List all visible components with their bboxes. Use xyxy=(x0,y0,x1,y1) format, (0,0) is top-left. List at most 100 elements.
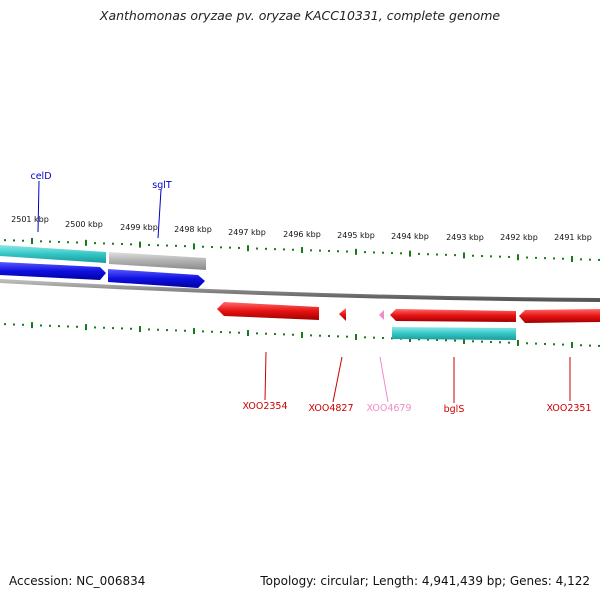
inner-minor-tick xyxy=(157,328,159,331)
bglS-cds-arrow[interactable] xyxy=(390,309,516,322)
outer-major-tick xyxy=(571,256,573,263)
XOO4679-label[interactable]: XOO4679 xyxy=(366,403,411,414)
inner-minor-tick xyxy=(292,333,294,336)
celD-cds-arrow[interactable] xyxy=(0,262,106,280)
ruler-label: 2493 kbp xyxy=(446,233,484,242)
inner-minor-tick xyxy=(121,327,123,330)
inner-minor-tick xyxy=(130,327,132,330)
inner-minor-tick xyxy=(148,328,150,331)
inner-major-tick xyxy=(85,324,87,331)
outer-major-tick xyxy=(85,239,87,246)
inner-minor-tick xyxy=(562,343,564,346)
ruler-label: 2500 kbp xyxy=(65,220,103,229)
outer-minor-tick xyxy=(94,242,96,245)
inner-major-tick xyxy=(193,328,195,335)
XOO4827-cds-arrow[interactable] xyxy=(339,308,346,321)
outer-minor-tick xyxy=(49,240,51,243)
outer-minor-tick xyxy=(589,258,591,261)
outer-tick-row xyxy=(4,238,600,263)
inner-minor-tick xyxy=(598,344,600,347)
inner-minor-tick xyxy=(319,334,321,337)
XOO4827-leader-line xyxy=(332,356,343,403)
bglS-label[interactable]: bglS xyxy=(444,404,465,415)
outer-minor-tick xyxy=(418,252,420,255)
inner-minor-tick xyxy=(310,334,312,337)
outer-major-tick xyxy=(139,241,141,248)
inner-minor-tick xyxy=(382,337,384,340)
outer-minor-tick xyxy=(58,240,60,243)
inner-major-tick xyxy=(301,332,303,339)
outer-minor-tick xyxy=(211,246,213,249)
XOO2351-cds-arrow[interactable] xyxy=(519,309,600,323)
inner-minor-tick xyxy=(346,335,348,338)
inner-minor-tick xyxy=(283,333,285,336)
ruler-label: 2498 kbp xyxy=(174,225,212,234)
outer-minor-tick xyxy=(265,247,267,250)
outer-major-tick xyxy=(31,238,33,245)
inner-minor-tick xyxy=(211,330,213,333)
sglT-feature[interactable] xyxy=(109,252,206,270)
inner-minor-tick xyxy=(373,336,375,339)
outer-minor-tick xyxy=(472,254,474,257)
inner-minor-tick xyxy=(328,335,330,338)
outer-major-tick xyxy=(355,248,357,255)
sglT-label[interactable]: sglT xyxy=(152,180,172,191)
outer-minor-tick xyxy=(490,255,492,258)
inner-major-tick xyxy=(31,322,33,329)
outer-minor-tick xyxy=(553,257,555,260)
inner-minor-tick xyxy=(526,342,528,345)
outer-minor-tick xyxy=(526,256,528,259)
XOO2354-leader-line xyxy=(264,351,267,401)
inner-minor-tick xyxy=(175,329,177,332)
sglT-cds-arrow[interactable] xyxy=(108,269,205,288)
inner-minor-tick xyxy=(76,325,78,328)
inner-minor-tick xyxy=(184,329,186,332)
outer-minor-tick xyxy=(40,240,42,243)
inner-minor-tick xyxy=(4,323,6,326)
outer-minor-tick xyxy=(166,244,168,247)
outer-minor-tick xyxy=(391,252,393,255)
inner-minor-tick xyxy=(58,325,60,328)
ruler-label: 2497 kbp xyxy=(228,228,266,237)
outer-minor-tick xyxy=(373,251,375,254)
ruler-label: 2499 kbp xyxy=(120,223,158,232)
inner-minor-tick xyxy=(256,332,258,335)
XOO2354-cds-arrow[interactable] xyxy=(217,302,319,320)
inner-major-tick xyxy=(463,337,465,344)
outer-minor-tick xyxy=(319,249,321,252)
inner-minor-tick xyxy=(202,330,204,333)
genome-title: Xanthomonas oryzae pv. oryzae KACC10331,… xyxy=(99,8,501,23)
celD-label[interactable]: celD xyxy=(30,171,51,182)
ruler-label: 2495 kbp xyxy=(337,231,375,240)
outer-minor-tick xyxy=(562,257,564,260)
outer-minor-tick xyxy=(328,249,330,252)
celD-leader-line xyxy=(37,180,40,233)
inner-minor-tick xyxy=(418,338,420,341)
outer-major-tick xyxy=(517,254,519,261)
XOO4679-feature[interactable] xyxy=(379,310,384,320)
outer-minor-tick xyxy=(310,249,312,252)
inner-minor-tick xyxy=(238,331,240,334)
outer-minor-tick xyxy=(283,248,285,251)
inner-major-tick xyxy=(139,326,141,333)
bglS-rna-feature[interactable] xyxy=(392,327,516,340)
outer-minor-tick xyxy=(121,243,123,246)
inner-minor-tick xyxy=(337,335,339,338)
inner-minor-tick xyxy=(220,331,222,334)
outer-minor-tick xyxy=(400,252,402,255)
celD-rna-feature[interactable] xyxy=(0,245,106,263)
XOO2354-label[interactable]: XOO2354 xyxy=(242,401,287,412)
outer-minor-tick xyxy=(499,255,501,258)
outer-minor-tick xyxy=(76,241,78,244)
inner-minor-tick xyxy=(472,340,474,343)
inner-minor-tick xyxy=(589,344,591,347)
XOO2351-label[interactable]: XOO2351 xyxy=(546,403,591,414)
outer-minor-tick xyxy=(445,253,447,256)
inner-minor-tick xyxy=(445,339,447,342)
outer-minor-tick xyxy=(238,246,240,249)
outer-major-tick xyxy=(193,243,195,250)
inner-minor-tick xyxy=(265,332,267,335)
XOO4827-label[interactable]: XOO4827 xyxy=(308,403,353,414)
outer-minor-tick xyxy=(274,248,276,251)
